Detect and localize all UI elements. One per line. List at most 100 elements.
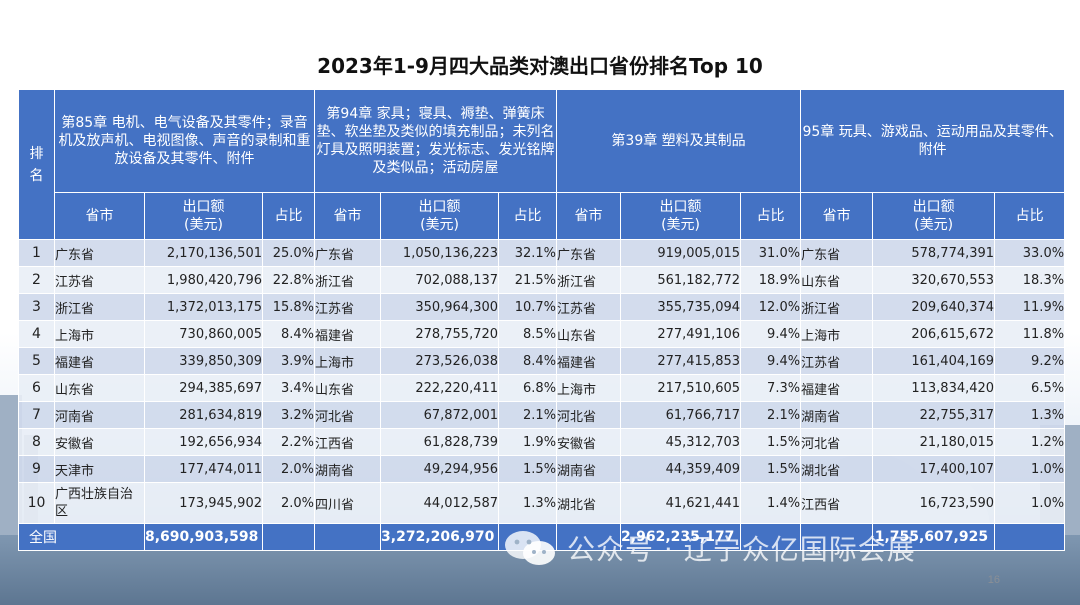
amount-cell: 1,372,013,175 bbox=[144, 293, 263, 321]
amount-cell: 730,860,005 bbox=[144, 320, 263, 348]
amount-cell: 61,766,717 bbox=[620, 401, 742, 429]
share-cell: 9.4% bbox=[740, 320, 802, 348]
amount-cell: 339,850,309 bbox=[144, 347, 263, 375]
rank-cell: 9 bbox=[18, 455, 55, 483]
share-cell: 1.5% bbox=[740, 428, 802, 456]
amount-cell: 206,615,672 bbox=[872, 320, 996, 348]
share-cell: 1.5% bbox=[740, 455, 802, 483]
share-header: 占比 bbox=[261, 192, 316, 240]
province-cell: 福建省 bbox=[54, 347, 145, 375]
share-cell: 11.9% bbox=[994, 293, 1066, 321]
share-cell: 1.9% bbox=[498, 428, 558, 456]
group-header-ch94: 第94章 家具；寝具、褥垫、弹簧床垫、软坐垫及类似的填充制品；未列名灯具及照明装… bbox=[314, 89, 558, 193]
share-cell: 1.4% bbox=[740, 482, 802, 524]
amount-cell: 22,755,317 bbox=[872, 401, 996, 429]
share-cell: 6.8% bbox=[498, 374, 558, 402]
share-cell: 15.8% bbox=[261, 293, 316, 321]
amount-cell: 161,404,169 bbox=[872, 347, 996, 375]
ranking-table: 排名 第85章 电机、电气设备及其零件；录音机及放声机、电视图像、声音的录制和重… bbox=[18, 89, 1066, 551]
watermark: 公众号 · 辽宁众亿国际会展 bbox=[503, 528, 916, 568]
amount-cell: 355,735,094 bbox=[620, 293, 742, 321]
share-header: 占比 bbox=[740, 192, 802, 240]
table-row: 6 山东省 294,385,697 3.4% 山东省 222,220,411 6.8% 上海市… bbox=[18, 374, 1066, 402]
share-cell: 9.2% bbox=[994, 347, 1066, 375]
table-row: 1 广东省 2,170,136,501 25.0% 广东省 1,050,136,223 32… bbox=[18, 239, 1066, 267]
province-cell: 广东省 bbox=[314, 239, 382, 267]
amount-header: 出口额 (美元) bbox=[872, 192, 996, 240]
share-cell: 2.1% bbox=[740, 401, 802, 429]
province-cell: 福建省 bbox=[556, 347, 622, 375]
rank-cell: 7 bbox=[18, 401, 55, 429]
table-row: 3 浙江省 1,372,013,175 15.8% 江苏省 350,964,300 10.7… bbox=[18, 293, 1066, 321]
share-cell: 8.4% bbox=[261, 320, 316, 348]
rank-header: 排名 bbox=[18, 89, 55, 240]
share-cell: 33.0% bbox=[994, 239, 1066, 267]
province-cell: 江苏省 bbox=[314, 293, 382, 321]
table-row: 7 河南省 281,634,819 3.2% 河北省 67,872,001 2.1% 河北省 6… bbox=[18, 401, 1066, 429]
amount-cell: 209,640,374 bbox=[872, 293, 996, 321]
province-cell: 广东省 bbox=[800, 239, 874, 267]
amount-cell: 217,510,605 bbox=[620, 374, 742, 402]
share-cell: 1.0% bbox=[994, 455, 1066, 483]
share-cell: 3.9% bbox=[261, 347, 316, 375]
share-cell: 6.5% bbox=[994, 374, 1066, 402]
sub-header-row: 省市 出口额 (美元) 占比 省市 出口额 (美元) 占比 省市 出口额 (美元) 占比 省市 出口… bbox=[19, 192, 1066, 240]
share-cell: 7.3% bbox=[740, 374, 802, 402]
total-share-empty bbox=[261, 523, 316, 551]
province-cell: 四川省 bbox=[314, 482, 382, 524]
rank-cell: 3 bbox=[18, 293, 55, 321]
table-row: 8 安徽省 192,656,934 2.2% 江西省 61,828,739 1.9% 安徽省 4… bbox=[18, 428, 1066, 456]
province-cell: 浙江省 bbox=[54, 293, 145, 321]
share-cell: 31.0% bbox=[740, 239, 802, 267]
amount-cell: 320,670,553 bbox=[872, 266, 996, 294]
amount-cell: 222,220,411 bbox=[380, 374, 500, 402]
share-cell: 1.0% bbox=[994, 482, 1066, 524]
share-cell: 22.8% bbox=[261, 266, 316, 294]
province-cell: 浙江省 bbox=[800, 293, 874, 321]
table-row: 5 福建省 339,850,309 3.9% 上海市 273,526,038 8.4% 福建省… bbox=[18, 347, 1066, 375]
share-cell: 1.2% bbox=[994, 428, 1066, 456]
table-body: 1 广东省 2,170,136,501 25.0% 广东省 1,050,136,223 32… bbox=[18, 239, 1066, 524]
share-cell: 3.2% bbox=[261, 401, 316, 429]
total-value: 1,755,607,925 bbox=[872, 523, 996, 551]
province-cell: 广东省 bbox=[54, 239, 145, 267]
group-header-ch85: 第85章 电机、电气设备及其零件；录音机及放声机、电视图像、声音的录制和重放设备… bbox=[53, 89, 316, 193]
amount-header: 出口额 (美元) bbox=[380, 192, 500, 240]
amount-cell: 45,312,703 bbox=[620, 428, 742, 456]
share-cell: 11.8% bbox=[994, 320, 1066, 348]
amount-cell: 273,526,038 bbox=[380, 347, 500, 375]
amount-cell: 919,005,015 bbox=[620, 239, 742, 267]
province-header: 省市 bbox=[314, 192, 382, 240]
amount-cell: 49,294,956 bbox=[380, 455, 500, 483]
province-cell: 广东省 bbox=[556, 239, 622, 267]
province-cell: 天津市 bbox=[54, 455, 145, 483]
share-cell: 2.2% bbox=[261, 428, 316, 456]
total-value: 3,272,206,970 bbox=[380, 523, 500, 551]
province-cell: 河北省 bbox=[314, 401, 382, 429]
amount-cell: 61,828,739 bbox=[380, 428, 500, 456]
share-cell: 8.5% bbox=[498, 320, 558, 348]
rank-cell: 1 bbox=[18, 239, 55, 267]
total-spacer bbox=[556, 523, 622, 551]
amount-cell: 702,088,137 bbox=[380, 266, 500, 294]
province-cell: 上海市 bbox=[314, 347, 382, 375]
share-cell: 25.0% bbox=[261, 239, 316, 267]
share-cell: 21.5% bbox=[498, 266, 558, 294]
rank-cell: 10 bbox=[18, 482, 55, 524]
amount-cell: 17,400,107 bbox=[872, 455, 996, 483]
amount-cell: 278,755,720 bbox=[380, 320, 500, 348]
amount-cell: 113,834,420 bbox=[872, 374, 996, 402]
province-cell: 上海市 bbox=[54, 320, 145, 348]
province-cell: 江苏省 bbox=[556, 293, 622, 321]
province-cell: 安徽省 bbox=[54, 428, 145, 456]
group-header-ch39: 第39章 塑料及其制品 bbox=[556, 89, 802, 193]
province-cell: 福建省 bbox=[800, 374, 874, 402]
province-cell: 湖南省 bbox=[800, 401, 874, 429]
share-cell: 18.3% bbox=[994, 266, 1066, 294]
amount-cell: 2,170,136,501 bbox=[144, 239, 263, 267]
share-cell: 1.3% bbox=[498, 482, 558, 524]
share-cell: 18.9% bbox=[740, 266, 802, 294]
amount-cell: 192,656,934 bbox=[144, 428, 263, 456]
share-header: 占比 bbox=[498, 192, 558, 240]
wechat-icon bbox=[503, 528, 557, 568]
